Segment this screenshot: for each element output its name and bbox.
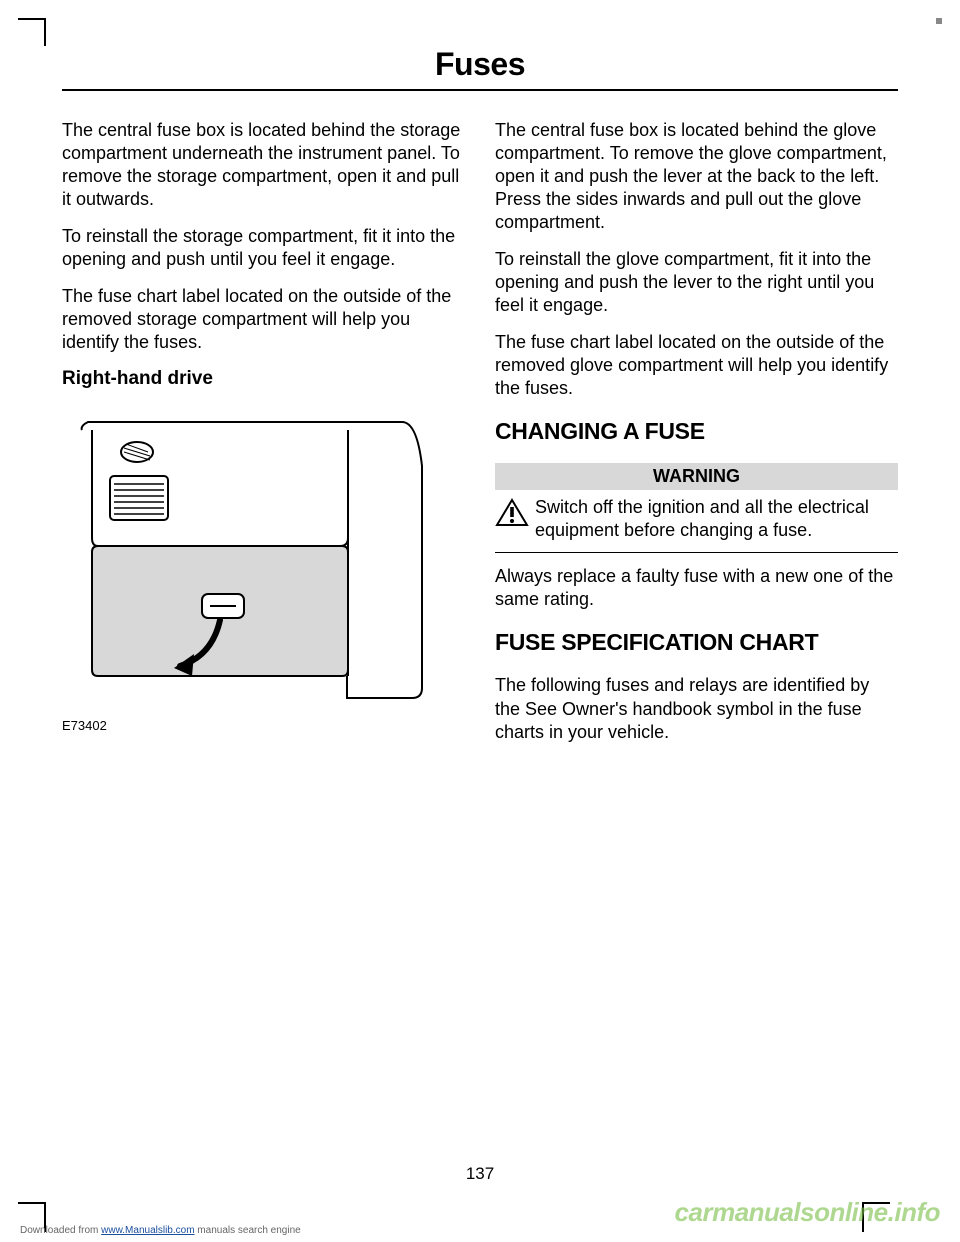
section-heading: CHANGING A FUSE: [495, 418, 898, 445]
paragraph: The central fuse box is located behind t…: [62, 119, 465, 211]
crop-mark: [44, 18, 46, 46]
warning-text: Switch off the ignition and all the elec…: [535, 497, 869, 540]
paragraph: The following fuses and relays are ident…: [495, 674, 898, 743]
footer: Downloaded from www.Manualslib.com manua…: [20, 1225, 301, 1236]
warning-body: Switch off the ignition and all the elec…: [495, 490, 898, 553]
footer-link[interactable]: www.Manualslib.com: [101, 1225, 194, 1236]
left-column: The central fuse box is located behind t…: [62, 119, 465, 758]
paragraph: To reinstall the glove compartment, fit …: [495, 248, 898, 317]
glove-compartment-illustration: [62, 408, 432, 708]
warning-box: WARNING Switch off the ignition and all …: [495, 463, 898, 553]
warning-title: WARNING: [495, 463, 898, 490]
paragraph: The central fuse box is located behind t…: [495, 119, 898, 234]
figure-glove-compartment: E73402: [62, 408, 465, 733]
footer-suffix: manuals search engine: [195, 1225, 301, 1236]
subheading: Right-hand drive: [62, 368, 465, 390]
page-content: Fuses The central fuse box is located be…: [62, 46, 898, 1182]
right-column: The central fuse box is located behind t…: [495, 119, 898, 758]
section-heading: FUSE SPECIFICATION CHART: [495, 629, 898, 656]
crop-mark: [18, 18, 46, 20]
warning-triangle-icon: [495, 498, 529, 528]
paragraph: To reinstall the storage compartment, fi…: [62, 225, 465, 271]
crop-mark: [18, 1202, 46, 1204]
footer-prefix: Downloaded from: [20, 1225, 101, 1236]
paragraph: The fuse chart label located on the outs…: [495, 331, 898, 400]
page-number: 137: [0, 1164, 960, 1184]
watermark: carmanualsonline.info: [675, 1197, 940, 1228]
chapter-header: Fuses: [62, 46, 898, 91]
chapter-title: Fuses: [62, 46, 898, 83]
paragraph: The fuse chart label located on the outs…: [62, 285, 465, 354]
figure-label: E73402: [62, 718, 465, 733]
crop-mark: [936, 18, 942, 24]
paragraph: Always replace a faulty fuse with a new …: [495, 565, 898, 611]
two-column-layout: The central fuse box is located behind t…: [62, 119, 898, 758]
